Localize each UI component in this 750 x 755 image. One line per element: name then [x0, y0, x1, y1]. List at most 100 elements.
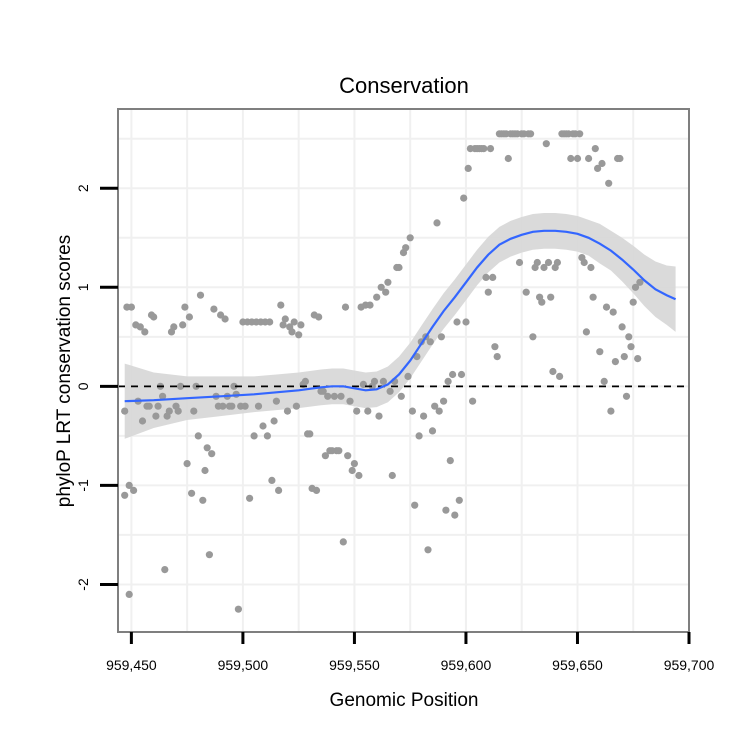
data-point	[251, 432, 258, 439]
data-point	[291, 318, 298, 325]
data-point	[302, 378, 309, 385]
data-point	[210, 306, 217, 313]
data-point	[487, 145, 494, 152]
data-point	[273, 398, 280, 405]
data-point	[293, 403, 300, 410]
data-point	[543, 140, 550, 147]
data-point	[170, 323, 177, 330]
x-tick-label: 959,500	[218, 657, 269, 673]
data-point	[581, 259, 588, 266]
data-point	[351, 460, 358, 467]
data-point	[411, 502, 418, 509]
data-point	[201, 467, 208, 474]
data-point	[335, 447, 342, 454]
data-point	[259, 422, 266, 429]
data-point	[128, 304, 135, 311]
x-tick-label: 959,700	[664, 657, 715, 673]
data-point	[601, 378, 608, 385]
chart-svg: Conservation Genomic Position phyloP LRT…	[0, 0, 750, 750]
data-point	[208, 450, 215, 457]
data-point	[375, 413, 382, 420]
y-tick-label: 1	[75, 283, 91, 291]
y-tick-label: 0	[75, 382, 91, 390]
data-point	[395, 264, 402, 271]
data-point	[190, 408, 197, 415]
data-point	[315, 313, 322, 320]
data-point	[219, 403, 226, 410]
data-point	[297, 321, 304, 328]
data-point	[324, 393, 331, 400]
data-point	[438, 333, 445, 340]
data-point	[451, 511, 458, 518]
data-point	[284, 408, 291, 415]
data-point	[342, 304, 349, 311]
x-tick-label: 959,550	[329, 657, 380, 673]
data-point	[195, 432, 202, 439]
data-point	[574, 155, 581, 162]
data-point	[491, 343, 498, 350]
data-point	[598, 160, 605, 167]
data-point	[442, 507, 449, 514]
data-point	[619, 323, 626, 330]
data-point	[556, 373, 563, 380]
data-point	[627, 343, 634, 350]
data-point	[404, 373, 411, 380]
data-point	[516, 259, 523, 266]
data-point	[616, 155, 623, 162]
data-point	[246, 495, 253, 502]
data-point	[447, 457, 454, 464]
data-point	[449, 371, 456, 378]
data-point	[222, 315, 229, 322]
data-point	[306, 430, 313, 437]
data-point	[353, 408, 360, 415]
data-point	[605, 180, 612, 187]
x-tick-label: 959,650	[552, 657, 603, 673]
data-point	[344, 452, 351, 459]
y-tick-label: -1	[75, 479, 91, 492]
data-point	[480, 145, 487, 152]
data-point	[155, 403, 162, 410]
data-point	[188, 490, 195, 497]
data-point	[364, 408, 371, 415]
data-point	[398, 393, 405, 400]
data-point	[179, 321, 186, 328]
data-point	[268, 477, 275, 484]
data-point	[420, 413, 427, 420]
data-point	[603, 304, 610, 311]
data-point	[152, 413, 159, 420]
data-point	[612, 358, 619, 365]
data-point	[485, 289, 492, 296]
data-point	[583, 328, 590, 335]
conservation-chart: Conservation Genomic Position phyloP LRT…	[0, 0, 750, 750]
data-point	[340, 538, 347, 545]
data-point	[331, 393, 338, 400]
data-point	[523, 289, 530, 296]
data-point	[407, 234, 414, 241]
data-point	[186, 313, 193, 320]
data-point	[416, 432, 423, 439]
data-point	[264, 432, 271, 439]
data-point	[534, 259, 541, 266]
data-point	[460, 195, 467, 202]
data-point	[494, 353, 501, 360]
data-point	[429, 427, 436, 434]
data-point	[469, 398, 476, 405]
data-point	[424, 546, 431, 553]
data-point	[139, 417, 146, 424]
data-point	[587, 264, 594, 271]
data-point	[592, 145, 599, 152]
data-point	[527, 130, 534, 137]
data-point	[204, 444, 211, 451]
data-point	[382, 289, 389, 296]
data-point	[371, 378, 378, 385]
data-point	[607, 408, 614, 415]
data-point	[458, 371, 465, 378]
data-point	[482, 274, 489, 281]
data-point	[465, 165, 472, 172]
data-point	[409, 408, 416, 415]
data-point	[547, 294, 554, 301]
data-point	[462, 318, 469, 325]
data-point	[288, 328, 295, 335]
data-point	[366, 302, 373, 309]
chart-title: Conservation	[339, 73, 469, 98]
